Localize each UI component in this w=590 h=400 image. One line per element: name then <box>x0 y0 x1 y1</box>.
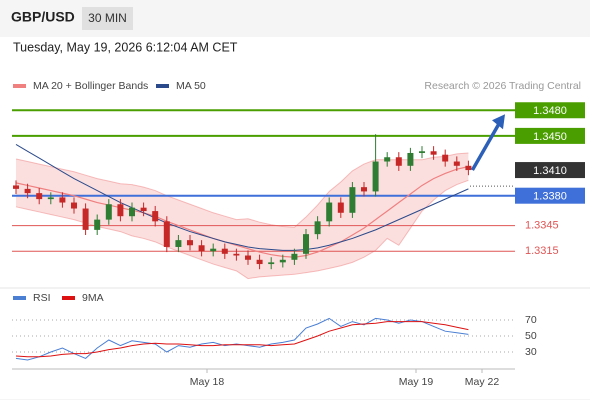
candle-body <box>13 185 19 189</box>
candle-body <box>105 204 112 220</box>
candle-body <box>47 197 54 200</box>
x-tick-label: May 22 <box>465 376 500 388</box>
candle-body <box>361 187 367 192</box>
candle-body <box>36 193 43 200</box>
y-tick-label: 70 <box>525 314 537 326</box>
candle-body <box>314 221 321 235</box>
timeframe-box <box>82 7 133 30</box>
timestamp: Tuesday, May 19, 2026 6:12:04 AM CET <box>13 40 238 54</box>
candle-body <box>453 161 460 166</box>
candle-body <box>233 253 240 256</box>
timeframe: 30 MIN <box>88 11 127 25</box>
candle-body <box>59 197 66 203</box>
candle-body <box>349 187 356 213</box>
candle-body <box>24 188 31 194</box>
legend-swatch <box>62 296 75 300</box>
candle-body <box>129 207 135 217</box>
candle-body <box>82 208 89 230</box>
candle-body <box>187 240 193 246</box>
candle-body <box>163 221 170 247</box>
legend-label: 9MA <box>82 292 104 304</box>
candle-body <box>326 202 333 222</box>
legend-swatch <box>13 84 26 88</box>
candle-body <box>384 157 391 162</box>
candle-body <box>117 204 124 217</box>
candle-body <box>221 248 228 254</box>
level-label-box <box>515 187 585 204</box>
bollinger-lower <box>15 179 469 280</box>
candle-body <box>303 234 309 254</box>
candle-body <box>94 219 101 230</box>
candle-body <box>419 151 425 153</box>
candle-body <box>256 259 263 265</box>
candle-body <box>175 240 182 247</box>
legend-label: MA 50 <box>176 80 206 92</box>
bollinger-upper <box>15 152 469 228</box>
candle-body <box>291 253 298 260</box>
candle-body <box>430 151 437 155</box>
legend-swatch <box>13 296 26 300</box>
candle-body <box>198 245 205 252</box>
candle-body <box>279 259 286 263</box>
level-label: 1.3380 <box>533 191 567 203</box>
candle-body <box>152 211 159 222</box>
candle-body <box>210 248 217 252</box>
symbol: GBP/USD <box>11 9 75 25</box>
ma-line <box>15 166 469 258</box>
level-label: 1.3410 <box>533 165 567 177</box>
candle-body <box>268 262 275 265</box>
candle-body <box>71 202 77 209</box>
forecast-arrowhead <box>492 114 505 130</box>
legend-label: RSI <box>33 292 51 304</box>
ma-line <box>15 144 469 251</box>
level-label: 1.3480 <box>533 105 567 117</box>
candle-body <box>140 207 147 212</box>
candle-body <box>337 202 344 213</box>
legend-swatch <box>156 84 169 88</box>
level-label-box <box>515 102 585 119</box>
candle-body <box>465 165 472 171</box>
forecast-arrow <box>470 119 503 171</box>
y-tick-label: 30 <box>525 346 537 358</box>
y-tick-label: 50 <box>525 330 537 342</box>
level-label-box <box>515 162 585 179</box>
credit: Research © 2026 Trading Central <box>424 80 581 92</box>
x-tick-label: May 18 <box>190 376 225 388</box>
rsi-line <box>15 321 469 358</box>
level-label: 1.3315 <box>525 245 559 257</box>
level-label-box <box>515 127 585 144</box>
level-label: 1.3345 <box>525 220 559 232</box>
candle-body <box>245 255 251 260</box>
bollinger-band <box>16 152 469 279</box>
candle-body <box>395 157 402 166</box>
legend-label: MA 20 + Bollinger Bands <box>33 80 148 92</box>
x-tick-label: May 19 <box>399 376 434 388</box>
candle-body <box>442 154 449 162</box>
candle-body <box>372 161 379 192</box>
candle-body <box>407 152 414 166</box>
level-label: 1.3450 <box>533 131 567 143</box>
